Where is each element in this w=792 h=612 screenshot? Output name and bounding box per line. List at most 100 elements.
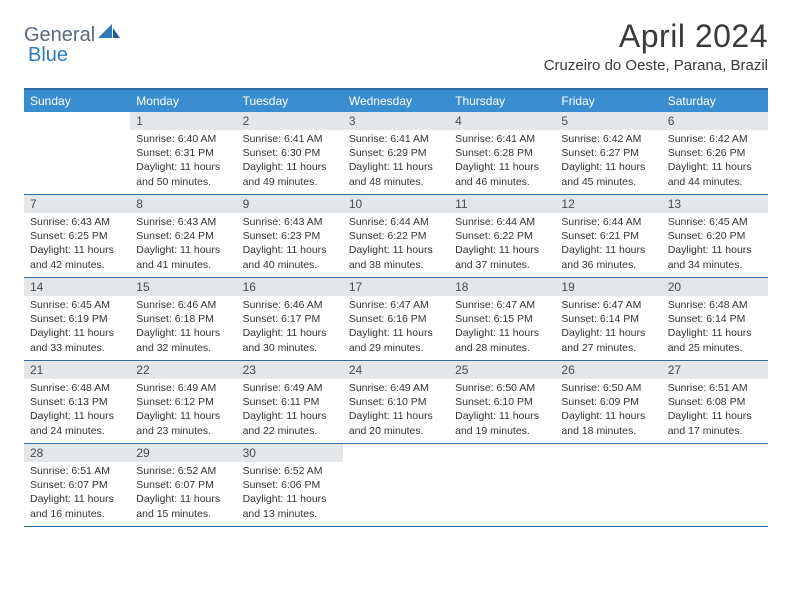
day-header: Saturday	[662, 90, 768, 112]
sunrise-text: Sunrise: 6:51 AM	[30, 464, 124, 478]
daylight-text: Daylight: 11 hours and 25 minutes.	[668, 326, 762, 354]
sunset-text: Sunset: 6:14 PM	[561, 312, 655, 326]
week-row: 28 Sunrise: 6:51 AM Sunset: 6:07 PM Dayligh…	[24, 444, 768, 527]
day-header: Thursday	[449, 90, 555, 112]
sunset-text: Sunset: 6:17 PM	[243, 312, 337, 326]
daylight-text: Daylight: 11 hours and 30 minutes.	[243, 326, 337, 354]
day-body	[24, 130, 130, 136]
sunrise-text: Sunrise: 6:45 AM	[30, 298, 124, 312]
daylight-text: Daylight: 11 hours and 13 minutes.	[243, 492, 337, 520]
day-body	[343, 462, 449, 468]
sunset-text: Sunset: 6:28 PM	[455, 146, 549, 160]
day-body: Sunrise: 6:47 AMSunset: 6:16 PMDaylight:…	[343, 296, 449, 359]
daylight-text: Daylight: 11 hours and 32 minutes.	[136, 326, 230, 354]
day-number: 6	[662, 112, 768, 130]
day-header: Wednesday	[343, 90, 449, 112]
day-number: 2	[237, 112, 343, 130]
day-body: Sunrise: 6:44 AMSunset: 6:22 PMDaylight:…	[343, 213, 449, 276]
day-cell: 18Sunrise: 6:47 AMSunset: 6:15 PMDayligh…	[449, 278, 555, 360]
daylight-text: Daylight: 11 hours and 37 minutes.	[455, 243, 549, 271]
sunrise-text: Sunrise: 6:49 AM	[243, 381, 337, 395]
day-cell: 2Sunrise: 6:41 AMSunset: 6:30 PMDaylight…	[237, 112, 343, 194]
day-number	[449, 444, 555, 462]
day-cell: 27Sunrise: 6:51 AMSunset: 6:08 PMDayligh…	[662, 361, 768, 443]
sunrise-text: Sunrise: 6:41 AM	[243, 132, 337, 146]
sunrise-text: Sunrise: 6:46 AM	[243, 298, 337, 312]
day-number: 12	[555, 195, 661, 213]
day-cell: 12Sunrise: 6:44 AMSunset: 6:21 PMDayligh…	[555, 195, 661, 277]
day-cell: 25Sunrise: 6:50 AMSunset: 6:10 PMDayligh…	[449, 361, 555, 443]
day-number: 4	[449, 112, 555, 130]
daylight-text: Daylight: 11 hours and 46 minutes.	[455, 160, 549, 188]
sunset-text: Sunset: 6:14 PM	[668, 312, 762, 326]
sunset-text: Sunset: 6:16 PM	[349, 312, 443, 326]
sunset-text: Sunset: 6:19 PM	[30, 312, 124, 326]
day-body: Sunrise: 6:44 AMSunset: 6:21 PMDaylight:…	[555, 213, 661, 276]
day-cell: 9Sunrise: 6:43 AMSunset: 6:23 PMDaylight…	[237, 195, 343, 277]
daylight-text: Daylight: 11 hours and 40 minutes.	[243, 243, 337, 271]
day-cell: 22Sunrise: 6:49 AMSunset: 6:12 PMDayligh…	[130, 361, 236, 443]
sunrise-text: Sunrise: 6:48 AM	[668, 298, 762, 312]
day-number: 10	[343, 195, 449, 213]
day-cell	[24, 112, 130, 194]
sunrise-text: Sunrise: 6:52 AM	[136, 464, 230, 478]
day-number: 7	[24, 195, 130, 213]
sunrise-text: Sunrise: 6:44 AM	[455, 215, 549, 229]
sunset-text: Sunset: 6:27 PM	[561, 146, 655, 160]
day-body: Sunrise: 6:42 AMSunset: 6:27 PMDaylight:…	[555, 130, 661, 193]
day-cell: 8Sunrise: 6:43 AMSunset: 6:24 PMDaylight…	[130, 195, 236, 277]
day-body: Sunrise: 6:51 AMSunset: 6:08 PMDaylight:…	[662, 379, 768, 442]
daylight-text: Daylight: 11 hours and 50 minutes.	[136, 160, 230, 188]
day-number	[662, 444, 768, 462]
day-number	[343, 444, 449, 462]
sunrise-text: Sunrise: 6:49 AM	[349, 381, 443, 395]
day-number: 5	[555, 112, 661, 130]
day-body: Sunrise: 6:46 AMSunset: 6:17 PMDaylight:…	[237, 296, 343, 359]
day-body: Sunrise: 6:43 AMSunset: 6:24 PMDaylight:…	[130, 213, 236, 276]
sunrise-text: Sunrise: 6:44 AM	[561, 215, 655, 229]
daylight-text: Daylight: 11 hours and 33 minutes.	[30, 326, 124, 354]
daylight-text: Daylight: 11 hours and 41 minutes.	[136, 243, 230, 271]
day-cell: 19Sunrise: 6:47 AMSunset: 6:14 PMDayligh…	[555, 278, 661, 360]
day-body: Sunrise: 6:45 AMSunset: 6:19 PMDaylight:…	[24, 296, 130, 359]
sunset-text: Sunset: 6:12 PM	[136, 395, 230, 409]
daylight-text: Daylight: 11 hours and 24 minutes.	[30, 409, 124, 437]
sunset-text: Sunset: 6:22 PM	[349, 229, 443, 243]
day-cell	[555, 444, 661, 526]
sunrise-text: Sunrise: 6:43 AM	[30, 215, 124, 229]
day-number: 24	[343, 361, 449, 379]
sunrise-text: Sunrise: 6:51 AM	[668, 381, 762, 395]
sunrise-text: Sunrise: 6:41 AM	[455, 132, 549, 146]
day-cell: 17Sunrise: 6:47 AMSunset: 6:16 PMDayligh…	[343, 278, 449, 360]
daylight-text: Daylight: 11 hours and 44 minutes.	[668, 160, 762, 188]
day-body	[555, 462, 661, 468]
day-number: 28	[24, 444, 130, 462]
sunrise-text: Sunrise: 6:47 AM	[349, 298, 443, 312]
day-body: Sunrise: 6:50 AMSunset: 6:09 PMDaylight:…	[555, 379, 661, 442]
day-number: 26	[555, 361, 661, 379]
week-row: 7Sunrise: 6:43 AMSunset: 6:25 PMDaylight…	[24, 195, 768, 278]
title-block: April 2024 Cruzeiro do Oeste, Parana, Br…	[544, 18, 768, 74]
day-number: 9	[237, 195, 343, 213]
day-cell: 16Sunrise: 6:46 AMSunset: 6:17 PMDayligh…	[237, 278, 343, 360]
sunrise-text: Sunrise: 6:48 AM	[30, 381, 124, 395]
daylight-text: Daylight: 11 hours and 48 minutes.	[349, 160, 443, 188]
daylight-text: Daylight: 11 hours and 19 minutes.	[455, 409, 549, 437]
logo-text-blue: Blue	[28, 44, 68, 66]
sunset-text: Sunset: 6:25 PM	[30, 229, 124, 243]
daylight-text: Daylight: 11 hours and 16 minutes.	[30, 492, 124, 520]
sunset-text: Sunset: 6:07 PM	[136, 478, 230, 492]
day-cell: 1Sunrise: 6:40 AMSunset: 6:31 PMDaylight…	[130, 112, 236, 194]
sunrise-text: Sunrise: 6:43 AM	[136, 215, 230, 229]
sunset-text: Sunset: 6:08 PM	[668, 395, 762, 409]
day-cell: 23Sunrise: 6:49 AMSunset: 6:11 PMDayligh…	[237, 361, 343, 443]
day-cell: 14Sunrise: 6:45 AMSunset: 6:19 PMDayligh…	[24, 278, 130, 360]
day-cell: 11Sunrise: 6:44 AMSunset: 6:22 PMDayligh…	[449, 195, 555, 277]
day-number: 21	[24, 361, 130, 379]
day-body	[449, 462, 555, 468]
day-number: 17	[343, 278, 449, 296]
day-cell: 21Sunrise: 6:48 AMSunset: 6:13 PMDayligh…	[24, 361, 130, 443]
sunrise-text: Sunrise: 6:42 AM	[561, 132, 655, 146]
day-number: 25	[449, 361, 555, 379]
daylight-text: Daylight: 11 hours and 23 minutes.	[136, 409, 230, 437]
